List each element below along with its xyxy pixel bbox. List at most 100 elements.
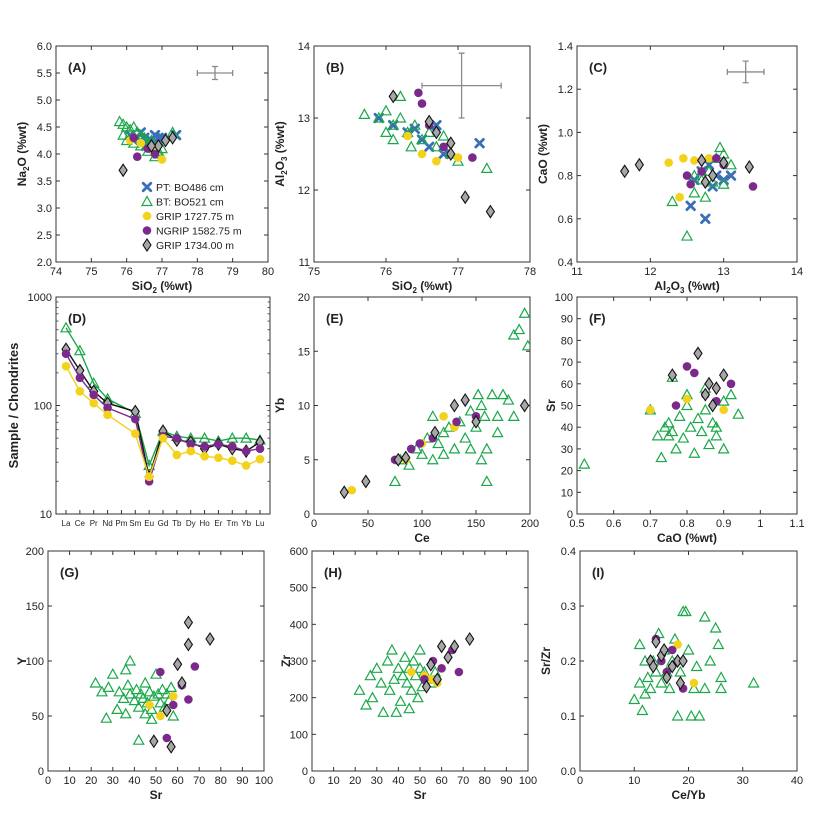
x-tick-label: 40 [791, 775, 803, 787]
data-point [690, 660, 703, 672]
x-axis-label: SiO2 (%wt) [132, 279, 192, 295]
data-point [478, 410, 491, 421]
data-point [663, 682, 676, 694]
x-tick-label: 80 [215, 775, 227, 787]
data-point [446, 147, 456, 161]
legend-label: BT: BO521 cm [156, 197, 224, 209]
x-tick-label: 11 [571, 266, 582, 278]
y-tick-label: 2.0 [37, 257, 52, 269]
data-point [113, 115, 126, 127]
data-point [130, 429, 140, 438]
x-tick-label: Er [214, 519, 222, 528]
x-tick-label: 50 [362, 518, 374, 530]
data-point [383, 684, 396, 695]
data-point [413, 662, 427, 673]
data-point [183, 637, 194, 652]
data-point [669, 442, 683, 454]
data-point [172, 450, 182, 460]
plot-frame [576, 45, 798, 263]
data-point [690, 368, 699, 378]
y-tick-label: 14 [298, 41, 310, 53]
data-point [415, 448, 429, 459]
data-point [426, 675, 436, 684]
y-tick-label: 2.5 [37, 230, 52, 242]
data-point [359, 698, 373, 710]
data-point [156, 711, 165, 721]
data-point [690, 156, 699, 165]
x-tick-label: Sm [129, 519, 141, 528]
data-point [664, 158, 673, 167]
legend-label: GRIP 1727.75 m [156, 211, 234, 223]
data-point [465, 632, 475, 646]
x-tick-label: Pr [90, 519, 98, 528]
data-point [387, 118, 400, 130]
data-point [697, 166, 706, 176]
data-point [439, 142, 448, 152]
data-point [132, 733, 145, 745]
data-point [453, 153, 463, 162]
y-tick-label: 150 [26, 601, 44, 613]
data-point [448, 442, 461, 454]
y-tick-label: 10 [561, 487, 573, 499]
y-tick-label: 0.8 [558, 171, 573, 183]
data-point [167, 709, 180, 721]
data-point [154, 696, 167, 708]
data-point [358, 108, 371, 120]
plot-frame [576, 296, 798, 515]
data-point [639, 687, 652, 699]
y-tick-label: 0 [302, 766, 308, 778]
data-point [375, 676, 388, 688]
y-tick-label: 15 [298, 346, 310, 358]
data-point [686, 179, 695, 189]
data-point [578, 457, 591, 469]
x-tick-label: Lu [256, 519, 265, 528]
data-point [671, 709, 684, 721]
chart-panel: 0 10 20 30 40 50 60 70 80 90 100 0.5 0.6 0.7 0.8 0.9 1 1.… [544, 292, 805, 545]
data-point [177, 676, 187, 690]
x-axis-label: CaO (%wt) [657, 531, 717, 545]
data-point [513, 323, 526, 335]
data-point [666, 425, 679, 437]
y-tick-label: 0 [304, 509, 310, 521]
data-point [379, 104, 393, 116]
data-point [675, 192, 684, 202]
data-point [370, 662, 383, 673]
data-point [655, 676, 668, 688]
data-point [417, 149, 427, 159]
data-point [411, 691, 424, 703]
x-tick-label: 90 [236, 775, 248, 787]
data-point [153, 138, 164, 153]
data-point [636, 704, 649, 716]
data-point [496, 388, 510, 400]
data-point [205, 632, 215, 646]
data-point [710, 429, 723, 441]
x-tick-label: 0 [45, 775, 51, 787]
x-tick-label: 40 [392, 775, 404, 787]
data-point [437, 664, 446, 673]
data-point [113, 685, 126, 697]
data-point [460, 190, 470, 205]
data-point [186, 439, 196, 449]
data-point [674, 665, 687, 677]
plot-frame [311, 550, 529, 772]
data-point [390, 706, 403, 717]
data-point [491, 426, 504, 438]
data-point [156, 667, 165, 677]
legend-marker [142, 238, 152, 252]
data-point [139, 676, 152, 688]
data-point [403, 458, 416, 470]
data-point [712, 154, 721, 163]
data-point [715, 671, 728, 683]
data-point [682, 362, 692, 371]
y-tick-label: 0.4 [558, 257, 573, 269]
data-point [255, 444, 265, 453]
y-tick-label: 0.4 [561, 546, 576, 558]
x-tick-label: 0 [309, 775, 315, 787]
x-tick-label: Tb [172, 519, 182, 528]
data-point [415, 133, 429, 145]
y-tick-label: 300 [290, 656, 308, 668]
data-point [165, 681, 178, 693]
data-point [405, 140, 418, 152]
data-point [75, 373, 85, 383]
data-point [405, 684, 418, 695]
